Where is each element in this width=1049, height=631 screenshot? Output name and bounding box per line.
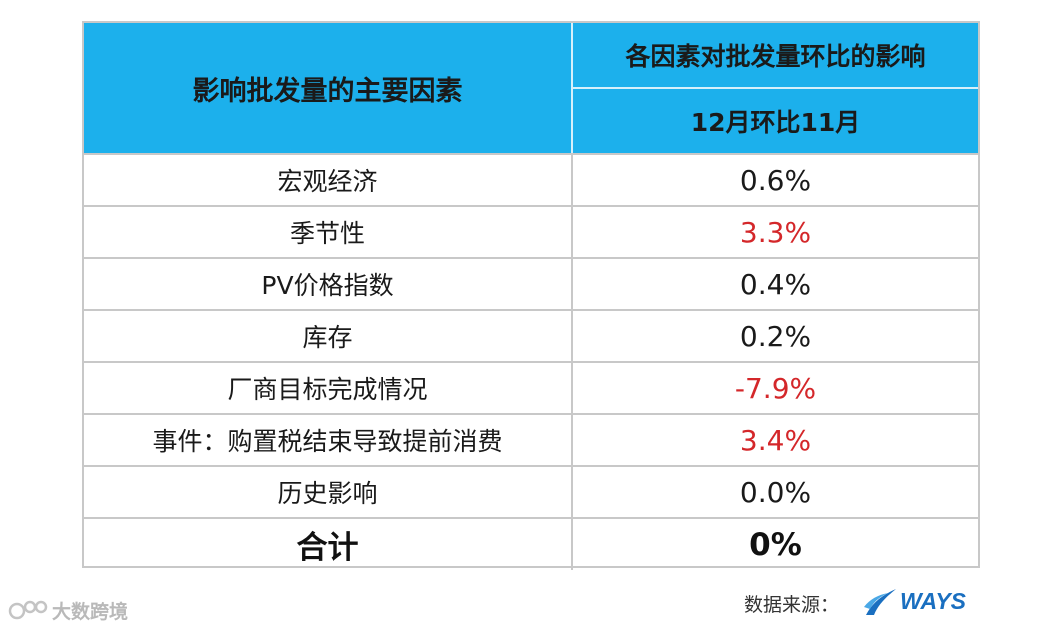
factor-name: 季节性 bbox=[289, 219, 365, 248]
factor-value: 3.3% bbox=[739, 215, 812, 249]
factor-value: 3.4% bbox=[739, 423, 812, 457]
factor-name: 事件：购置税结束导致提前消费 bbox=[152, 427, 503, 456]
factor-value: -7.9% bbox=[734, 371, 817, 405]
table-row: 事件：购置税结束导致提前消费 3.4% bbox=[84, 413, 978, 465]
header-factor-column: 影响批发量的主要因素 bbox=[192, 75, 463, 107]
table-row: 季节性 3.3% bbox=[84, 205, 978, 257]
total-label: 合计 bbox=[296, 530, 359, 566]
ways-logo: WAYS bbox=[862, 585, 978, 617]
column-divider bbox=[571, 311, 573, 361]
factor-value: 0.2% bbox=[739, 319, 812, 353]
table-row: 库存 0.2% bbox=[84, 309, 978, 361]
column-divider bbox=[571, 207, 573, 257]
factor-name: 库存 bbox=[302, 323, 353, 352]
watermark-text: 大数跨境 bbox=[52, 600, 129, 623]
table-body: 宏观经济 0.6% 季节性 3.3% PV价格指数 0.4% 库存 0.2% 厂商目标完成情况 -… bbox=[84, 153, 978, 570]
total-value: 0% bbox=[749, 526, 802, 563]
factor-value: 0.4% bbox=[739, 267, 812, 301]
column-divider bbox=[571, 467, 573, 517]
table-row: 宏观经济 0.6% bbox=[84, 153, 978, 205]
column-divider bbox=[571, 415, 573, 465]
watermark-icon bbox=[8, 600, 48, 620]
header-divider bbox=[571, 23, 573, 153]
header-impact-title: 各因素对批发量环比的影响 bbox=[625, 42, 926, 71]
factor-name: PV价格指数 bbox=[261, 271, 394, 300]
column-divider bbox=[571, 363, 573, 413]
header-sub-divider bbox=[573, 87, 978, 89]
column-divider bbox=[571, 259, 573, 309]
factor-name: 宏观经济 bbox=[277, 167, 378, 196]
source-label: 数据来源： bbox=[744, 594, 840, 616]
column-divider bbox=[571, 519, 573, 570]
watermark: 大数跨境 bbox=[8, 596, 128, 624]
table-row: 厂商目标完成情况 -7.9% bbox=[84, 361, 978, 413]
table-row: PV价格指数 0.4% bbox=[84, 257, 978, 309]
factor-value: 0.0% bbox=[739, 475, 812, 509]
ways-logo-text: WAYS bbox=[900, 587, 967, 614]
column-divider bbox=[571, 155, 573, 205]
factor-table: 影响批发量的主要因素 各因素对批发量环比的影响 12月环比11月 宏观经济 0.6… bbox=[82, 21, 980, 570]
factor-name: 厂商目标完成情况 bbox=[227, 375, 428, 404]
header-period: 12月环比11月 bbox=[690, 108, 861, 137]
factor-value: 0.6% bbox=[739, 163, 812, 197]
total-row: 合计 0% bbox=[84, 517, 978, 570]
table-header: 影响批发量的主要因素 各因素对批发量环比的影响 12月环比11月 bbox=[84, 23, 978, 153]
table-row: 历史影响 0.0% bbox=[84, 465, 978, 517]
factor-name: 历史影响 bbox=[277, 479, 378, 508]
ways-logo-icon bbox=[864, 589, 896, 615]
